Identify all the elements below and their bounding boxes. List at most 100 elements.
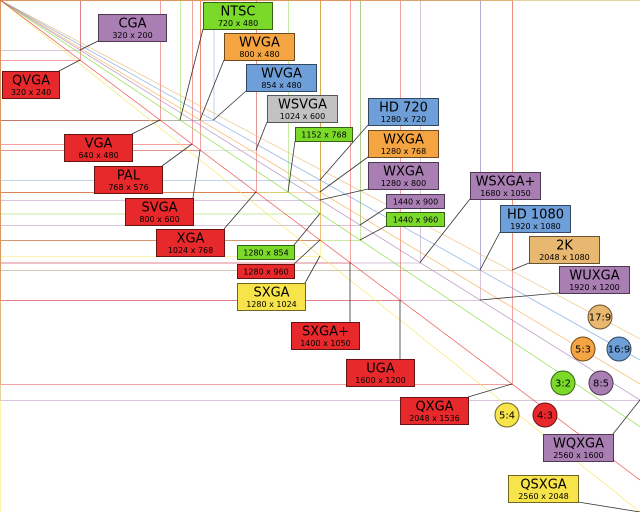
standard-box	[295, 127, 353, 142]
standard-resolution: 854 x 480	[261, 81, 301, 90]
standard-name: WUXGA	[569, 269, 619, 284]
standard-box	[291, 322, 360, 350]
standard-name: CGA	[118, 17, 146, 32]
standard-resolution: 1152 x 768	[301, 131, 346, 140]
aspect-badge	[494, 402, 520, 428]
standard-node: SXGA+1400 x 1050	[291, 322, 360, 350]
connector	[479, 231, 501, 271]
standard-name: SXGA+	[302, 325, 349, 340]
standard-name: PAL	[117, 169, 141, 184]
connector	[293, 239, 321, 265]
connector	[479, 292, 560, 301]
standard-box	[246, 64, 317, 92]
aspect-label: 8:5	[593, 379, 609, 390]
standard-resolution: 1920 x 1080	[510, 222, 561, 231]
connector	[287, 140, 296, 193]
connector	[511, 262, 530, 271]
standard-box	[386, 194, 445, 209]
standard-node: 1280 x 854	[237, 245, 295, 260]
connector	[319, 156, 369, 193]
standard-name: WXGA	[383, 133, 424, 148]
standard-node: 1280 x 960	[237, 264, 295, 279]
standard-resolution: 720 x 480	[218, 19, 258, 28]
standard-node: 1152 x 768	[295, 127, 353, 142]
connector	[577, 501, 640, 512]
standard-box	[543, 434, 614, 462]
connector	[319, 124, 369, 181]
standard-resolution: 1400 x 1050	[300, 339, 351, 348]
connector	[58, 59, 81, 72]
standard-name: WQXGA	[553, 437, 604, 452]
connector	[179, 28, 204, 121]
connector	[419, 198, 471, 263]
standard-resolution: 320 x 200	[112, 31, 152, 40]
standard-resolution: 1024 x 768	[168, 246, 213, 255]
aspect-label: 17:9	[589, 313, 611, 324]
standard-resolution: 1280 x 768	[381, 147, 426, 156]
standard-name: XGA	[177, 232, 205, 247]
standard-resolution: 1280 x 800	[381, 179, 426, 188]
connector	[213, 90, 247, 121]
standard-resolution: 1600 x 1200	[355, 376, 406, 385]
standard-resolution: 800 x 480	[239, 50, 279, 59]
standard-box	[368, 98, 439, 126]
connector	[612, 399, 640, 435]
aspect-badge	[606, 336, 632, 362]
aspect-label: 16:9	[608, 345, 630, 356]
standard-box	[508, 475, 579, 503]
standard-box	[346, 359, 415, 387]
standard-node: WSXGA+1680 x 1050	[470, 172, 541, 200]
standard-resolution: 2560 x 1600	[553, 451, 604, 460]
standard-box	[224, 33, 295, 61]
connector	[359, 225, 387, 241]
standard-name: WVGA	[261, 67, 302, 82]
standard-resolution: 1280 x 720	[381, 115, 426, 124]
standard-name: QVGA	[12, 74, 50, 89]
standard-resolution: 1440 x 960	[393, 216, 438, 225]
connector	[199, 59, 225, 121]
connector	[255, 121, 268, 151]
standard-box	[94, 166, 163, 194]
standard-resolution: 1920 x 1200	[569, 283, 620, 292]
standard-name: WSVGA	[278, 98, 327, 113]
standard-box	[368, 162, 439, 190]
connector	[79, 40, 99, 51]
standard-node: 1440 x 960	[386, 212, 445, 227]
standard-name: QXGA	[415, 400, 453, 415]
standard-name: WSXGA+	[476, 175, 536, 190]
connector	[319, 188, 369, 201]
standard-box	[156, 229, 225, 257]
standard-box	[237, 245, 295, 260]
standard-resolution: 320 x 240	[11, 88, 51, 97]
standard-resolution: 1280 x 1024	[246, 300, 297, 309]
standard-name: SVGA	[141, 201, 177, 216]
standard-box	[470, 172, 541, 200]
standard-resolution: 1680 x 1050	[480, 189, 531, 198]
connector	[359, 207, 387, 226]
standard-resolution: 640 x 480	[78, 151, 118, 160]
connector	[304, 255, 321, 284]
aspect-label: 3:2	[555, 379, 571, 390]
standard-box	[400, 397, 469, 425]
standard-name: NTSC	[221, 5, 256, 20]
aspect-badge	[532, 402, 558, 428]
